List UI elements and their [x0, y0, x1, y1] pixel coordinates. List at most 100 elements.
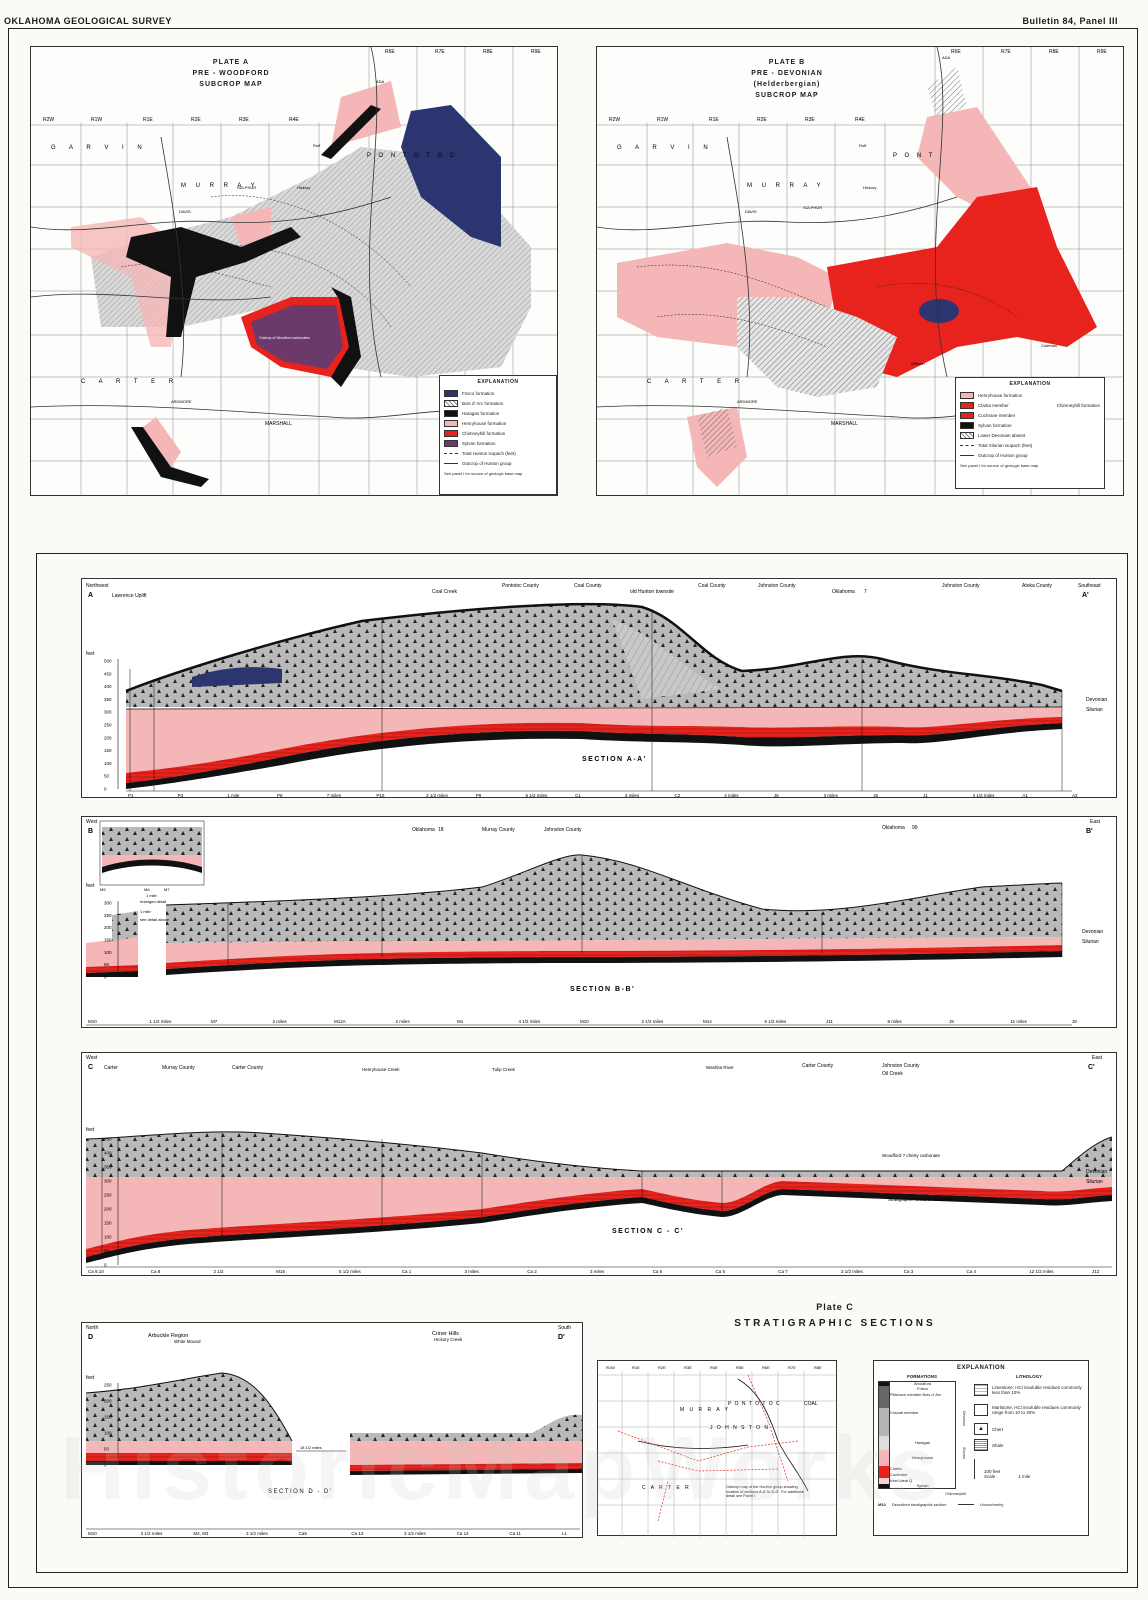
y-tick-label: 150	[104, 748, 112, 753]
county-label: MARSHALL	[831, 421, 858, 427]
station-label: Ca 14	[457, 1531, 470, 1536]
swatch-chimneyhill	[444, 429, 458, 437]
y-tick-label: 250	[104, 1383, 112, 1388]
station-label: 11 miles	[1011, 1019, 1028, 1024]
station-label: C1	[575, 793, 581, 798]
plate-a-legend: EXPLANATION Frisco formation Bois d' Arc…	[439, 375, 557, 495]
range-label: R9E	[1097, 49, 1107, 55]
y-tick-label: 100	[104, 761, 112, 766]
y-tick-label: 250	[104, 913, 112, 918]
range-label: R4E	[855, 117, 865, 123]
locality-label: Pontotoc County	[502, 583, 539, 589]
county-label: P O N T	[893, 153, 935, 159]
swatch-frisco	[444, 389, 458, 397]
county-label: M U R R A Y	[680, 1407, 730, 1413]
direction-label: West	[86, 819, 98, 825]
range-label: R7E	[788, 1365, 796, 1370]
town-label: Wilburn	[911, 361, 925, 366]
direction-label: North	[86, 1325, 98, 1331]
section-d[interactable]: North South D D' Arbuckle Region White M…	[81, 1322, 583, 1538]
locality-label: Carter	[104, 1065, 118, 1071]
period-label: Silurian	[1082, 939, 1099, 945]
swatch-shale	[974, 1439, 988, 1451]
town-label: SULPHUR	[803, 205, 822, 210]
station-label: Ca 4	[967, 1269, 977, 1274]
station-label: Ca5	[299, 1531, 308, 1536]
direction-label: South	[558, 1325, 571, 1331]
locality-label: Johnston County	[942, 583, 980, 589]
locality-label: Carter County	[802, 1063, 834, 1069]
swatch-sylvan	[960, 421, 974, 429]
town-label: Roff	[313, 143, 321, 148]
station-label: 2 1/2 miles	[642, 1019, 665, 1024]
locality-label: Coal Creek	[432, 589, 458, 595]
section-b[interactable]: West East B B' Oklahoma 18 Murray County…	[81, 816, 1117, 1028]
section-c[interactable]: West East C C' Carter Murray County Cart…	[81, 1052, 1117, 1276]
station-label: 2 miles	[396, 1019, 411, 1024]
plate-b-legend: EXPLANATION Henryhouse formation Clarita…	[955, 377, 1105, 489]
station-label: 4 1/2 miles	[973, 793, 996, 798]
locality-label: old Hunton townsite	[630, 589, 674, 595]
section-start-letter: D	[88, 1334, 93, 1341]
station-label: 1 1/2 miles	[150, 1019, 173, 1024]
station-label: M7	[211, 1019, 218, 1024]
section-b-svg	[86, 820, 1072, 1026]
plate-a-labels: R2W R1W R1E R2E R3E R4E R6E R7E R8E R9E …	[43, 49, 541, 427]
range-label: R7E	[1001, 49, 1011, 55]
station-label: P9	[476, 793, 482, 798]
y-tick-label: 150	[104, 1221, 112, 1226]
formation-color-column	[878, 1381, 890, 1489]
station-label: C2	[675, 793, 681, 798]
station-label: 5 1/2 miles	[525, 793, 548, 798]
bulletin-header: Bulletin 84, Panel III	[1022, 16, 1118, 26]
section-end-letter: D'	[558, 1334, 565, 1341]
station-label: Ca 13	[351, 1531, 364, 1536]
county-label: MARSHALL	[265, 421, 292, 427]
section-a[interactable]: Northwest Southeast A A' Lawrence Uplift…	[81, 578, 1117, 798]
period-labels: Devonian Silurian	[962, 1411, 966, 1459]
range-label: R7E	[435, 49, 445, 55]
locality-label: Oklahoma	[882, 825, 905, 831]
station-label: Ca 5	[716, 1269, 726, 1274]
y-tick-label: 200	[104, 735, 112, 740]
swatch-chert: ▲	[974, 1423, 988, 1435]
station-label: 6 1/2 miles	[765, 1019, 788, 1024]
station-label: 8 miles	[888, 1019, 903, 1024]
range-label: R3E	[805, 117, 815, 123]
plate-a-map[interactable]: PLATE A PRE - WOODFORD SUBCROP MAP R2W R…	[30, 46, 558, 496]
town-label: Hickory	[297, 185, 310, 190]
swatch-henryhouse	[444, 419, 458, 427]
station-label: P8	[277, 793, 283, 798]
section-a-labels: Northwest Southeast A A' Lawrence Uplift…	[86, 583, 1107, 798]
section-end-letter: B'	[1086, 828, 1093, 835]
station-label: M10	[88, 1531, 97, 1536]
lithology-column: LITHOLOGY Limestone; HCl insoluble resid…	[974, 1374, 1084, 1496]
section-a-svg	[117, 602, 1072, 792]
section-title: SECTION B-B'	[570, 986, 635, 993]
inset-label: enlarged detail	[140, 899, 166, 904]
plate-b-title: PLATE B PRE - DEVONIAN (Helderbergian) S…	[751, 59, 823, 99]
station-label: 12 1/2 miles	[1029, 1269, 1054, 1274]
y-tick-label: 450	[104, 1137, 112, 1142]
y-tick-label: 50	[104, 962, 110, 967]
station-label: Ca 11	[509, 1531, 521, 1536]
county-label: C A R T E R	[81, 379, 179, 385]
county-label: G A R V I N	[617, 145, 714, 151]
formation-names: Woodford Frisco Fittstown member Bois d' …	[890, 1381, 956, 1489]
index-map[interactable]: R1W R1E R2E R3E R4E R5E R6E R7E R8E M U R R A Y …	[597, 1360, 838, 1537]
town-label: Hickory	[863, 185, 876, 190]
locality-label: Lawrence Uplift	[112, 593, 147, 599]
range-label: R3E	[239, 117, 249, 123]
station-label: J11	[826, 1019, 833, 1024]
period-label: Silurian	[1086, 1179, 1103, 1185]
section-end-letter: A'	[1082, 592, 1089, 599]
station-label: 3 1/2 miles	[404, 1531, 427, 1536]
plate-b-map[interactable]: PLATE B PRE - DEVONIAN (Helderbergian) S…	[596, 46, 1124, 496]
station-label: 2 1/2 miles	[426, 793, 449, 798]
period-label: Devonian	[1086, 1169, 1107, 1175]
y-tick-label: 450	[104, 671, 112, 676]
y-axis-label: feet	[86, 651, 95, 657]
town-label: SULPHUR	[237, 185, 256, 190]
section-end-letter: C'	[1088, 1064, 1095, 1071]
county-label: P O N T O T O C	[367, 153, 457, 159]
